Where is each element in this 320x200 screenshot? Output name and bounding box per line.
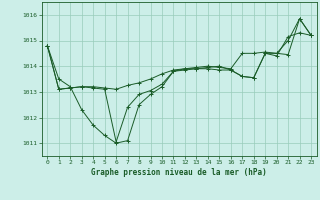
X-axis label: Graphe pression niveau de la mer (hPa): Graphe pression niveau de la mer (hPa)	[91, 168, 267, 177]
